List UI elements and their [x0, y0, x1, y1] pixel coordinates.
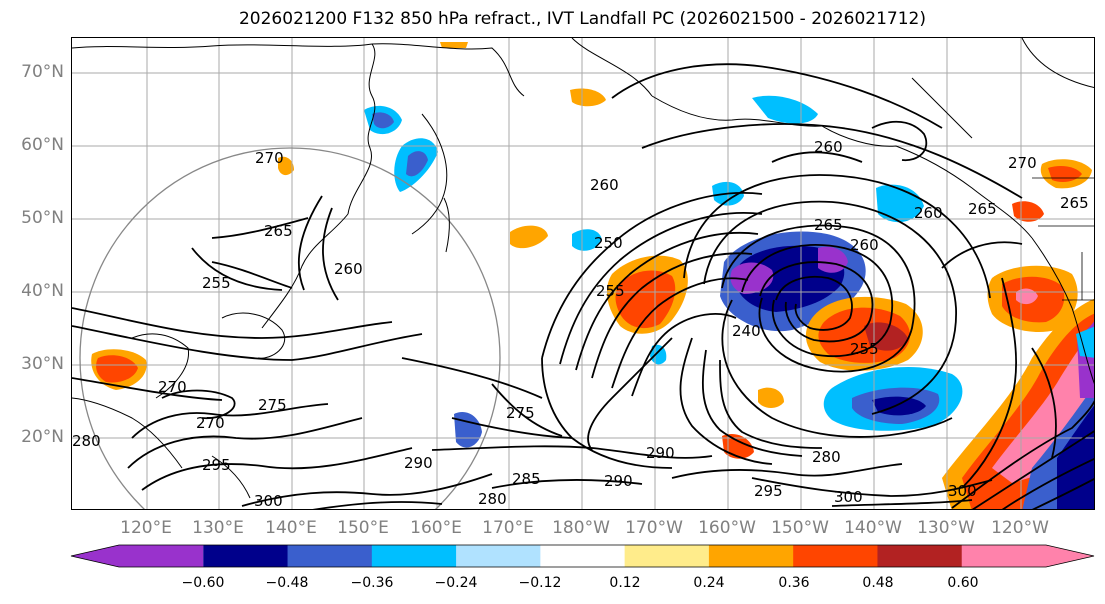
contour-labels: 270 265 255 260 260 250 255 260 240 265 …: [72, 138, 1089, 510]
contour-label: 300: [254, 492, 283, 510]
colorbar-segment: [371, 545, 457, 567]
colorbar-tick: 0.48: [862, 575, 894, 591]
contour-label: 290: [646, 444, 675, 462]
contour-label: 285: [512, 470, 541, 488]
map-title: 2026021200 F132 850 hPa refract., IVT La…: [238, 9, 926, 29]
colorbar-segment: [793, 545, 878, 567]
contour-label: 260: [914, 204, 943, 222]
lon-label-180w: 180°W: [552, 518, 610, 538]
lon-label-130e: 130°E: [192, 518, 244, 538]
colorbar-tick: −0.12: [518, 575, 562, 591]
borders: [1032, 177, 1094, 301]
colorbar-segment: [456, 545, 541, 567]
colorbar-tick: −0.36: [350, 575, 394, 591]
map-panel: 270 265 255 260 260 250 255 260 240 265 …: [71, 37, 1095, 510]
range-circle: [79, 147, 501, 509]
colorbar-tick: −0.24: [434, 575, 478, 591]
lat-label-50n: 50°N: [21, 208, 64, 228]
colorbar-tick: 0.24: [693, 575, 725, 591]
lat-label-70n: 70°N: [21, 62, 64, 82]
contour-label: 275: [258, 396, 287, 414]
colorbar-outline: [70, 544, 1095, 568]
colorbar-segment: [961, 545, 1094, 567]
colorbar-segment: [71, 545, 204, 567]
contour-label: 255: [850, 340, 879, 358]
contour-label: 250: [594, 234, 623, 252]
colorbar-segment: [203, 545, 289, 567]
contour-label: 290: [404, 454, 433, 472]
contour-label: 260: [850, 236, 879, 254]
lon-label-170e: 170°E: [482, 518, 534, 538]
contour-label: 255: [596, 282, 625, 300]
lon-label-140w: 140°W: [844, 518, 902, 538]
contour-label: 260: [590, 176, 619, 194]
contour-label: 255: [202, 274, 231, 292]
contour-label: 265: [264, 222, 293, 240]
lon-label-150w: 150°W: [771, 518, 829, 538]
lat-label-20n: 20°N: [21, 427, 64, 447]
contour-label: 270: [158, 378, 187, 396]
colorbar-tick: −0.60: [181, 575, 225, 591]
contour-label: 240: [732, 322, 761, 340]
colorbar: [70, 544, 1095, 568]
lon-label-170w: 170°W: [625, 518, 683, 538]
contour-label: 280: [812, 448, 841, 466]
contour-label: 260: [814, 138, 843, 156]
lat-label-40n: 40°N: [21, 281, 64, 301]
contour-label: 265: [968, 200, 997, 218]
lon-label-130w: 130°W: [917, 518, 975, 538]
contour-label: 300: [948, 482, 977, 500]
contour-label: 295: [754, 482, 783, 500]
contour-label: 300: [834, 488, 863, 506]
contour-label: 265: [814, 216, 843, 234]
lon-label-160e: 160°E: [410, 518, 462, 538]
map-canvas: 270 265 255 260 260 250 255 260 240 265 …: [72, 38, 1094, 510]
contour-label: 270: [1008, 154, 1037, 172]
contour-label: 290: [604, 472, 633, 490]
lat-label-60n: 60°N: [21, 135, 64, 155]
refractivity-contours: [72, 63, 1094, 509]
contour-label: 280: [478, 490, 507, 508]
contour-label: 270: [196, 414, 225, 432]
lon-label-120w: 120°W: [991, 518, 1049, 538]
contour-label: 280: [72, 432, 101, 450]
colorbar-tick: 0.36: [778, 575, 810, 591]
colorbar-tick: 0.60: [947, 575, 979, 591]
lat-label-30n: 30°N: [21, 354, 64, 374]
contour-label: 270: [255, 149, 284, 167]
colorbar-segments: [70, 544, 1095, 568]
contour-label: 260: [334, 260, 363, 278]
colorbar-segment: [877, 545, 963, 567]
lon-label-160w: 160°W: [698, 518, 756, 538]
lon-label-140e: 140°E: [265, 518, 317, 538]
contour-label: 295: [202, 456, 231, 474]
lon-label-120e: 120°E: [120, 518, 172, 538]
colorbar-segment: [287, 545, 373, 567]
colorbar-tick: 0.12: [609, 575, 641, 591]
colorbar-segment: [624, 545, 710, 567]
colorbar-segment: [540, 545, 626, 567]
contour-label: 275: [506, 404, 535, 422]
colorbar-segment: [708, 545, 794, 567]
colorbar-tick: −0.48: [265, 575, 309, 591]
contour-label: 265: [1060, 194, 1089, 212]
lon-label-150e: 150°E: [337, 518, 389, 538]
coastlines: [72, 38, 1094, 499]
shaded-fields: [91, 42, 1094, 509]
